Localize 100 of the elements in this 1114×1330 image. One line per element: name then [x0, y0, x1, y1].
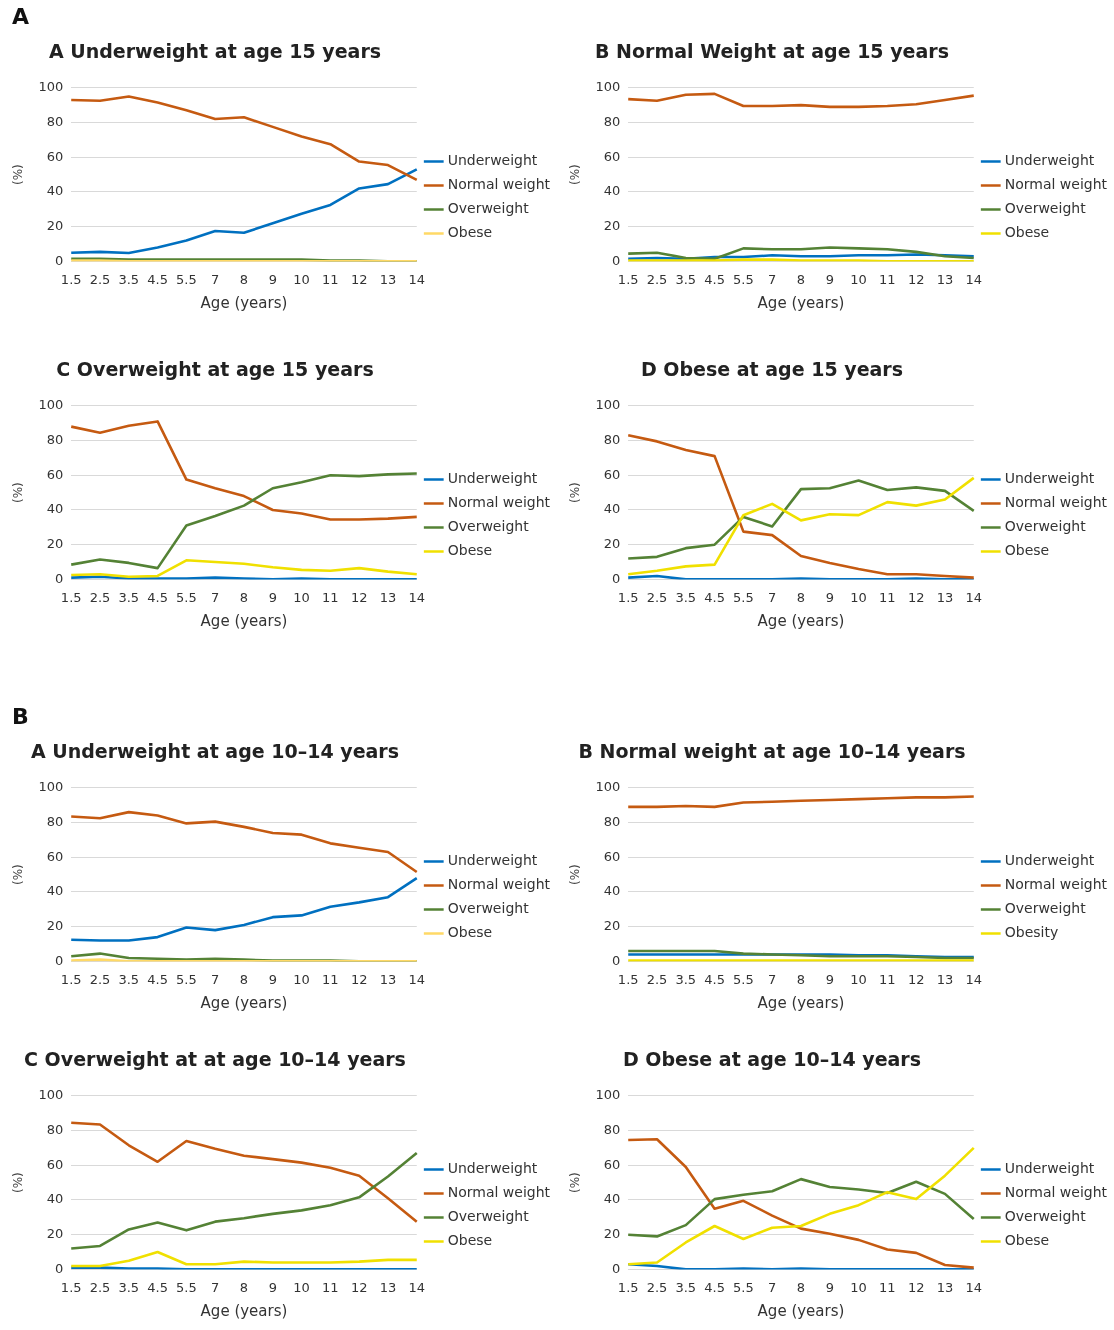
x-tick-label: 12 [350, 1279, 368, 1295]
x-tick-label: 13 [936, 1279, 954, 1295]
x-tick-label: 14 [408, 271, 426, 287]
x-tick-label: 7 [768, 271, 777, 287]
y-tick-label: 20 [603, 536, 621, 552]
x-tick-label: 5.5 [176, 971, 197, 987]
text: B [12, 704, 29, 729]
x-tick-label: 3.5 [675, 271, 697, 287]
x-tick-label: 12 [907, 971, 925, 987]
y-tick-label: 100 [595, 779, 621, 795]
legend-label: Obese [1004, 1232, 1050, 1249]
x-tick-label: 2.5 [89, 971, 111, 987]
y-axis-title: (%) [11, 482, 26, 503]
x-tick-label: 13 [936, 271, 954, 287]
x-tick-label: 2.5 [646, 1279, 668, 1295]
x-tick-label: 13 [379, 271, 397, 287]
y-tick-label: 100 [38, 779, 64, 795]
x-tick-label: 1.5 [617, 971, 639, 987]
legend-label: Obese [447, 1232, 493, 1249]
legend-label: Obese [1004, 224, 1050, 241]
y-tick-label: 20 [46, 1226, 64, 1242]
legend-label: Overweight [447, 900, 530, 917]
x-tick-label: 9 [825, 589, 834, 605]
legend-label: Normal weight [447, 176, 551, 193]
x-tick-label: 9 [268, 589, 277, 605]
x-tick-label: 1.5 [617, 1279, 639, 1295]
x-tick-label: 14 [965, 589, 983, 605]
legend-label: Overweight [1004, 518, 1087, 535]
y-tick-label: 60 [603, 848, 621, 864]
x-tick-label: 10 [293, 589, 310, 605]
chart-title: B Normal Weight at age 15 years [594, 40, 950, 62]
legend-label: Normal weight [1004, 176, 1108, 193]
x-tick-label: 13 [379, 1279, 397, 1295]
legend-label: Overweight [447, 1208, 530, 1225]
x-tick-label: 5.5 [176, 271, 197, 287]
legend-label: Normal weight [1004, 494, 1108, 511]
x-tick-label: 1.5 [60, 1279, 82, 1295]
legend-label: Underweight [1004, 152, 1095, 169]
x-tick-label: 4.5 [704, 589, 725, 605]
x-tick-label: 1.5 [60, 971, 82, 987]
x-tick-label: 11 [879, 971, 896, 987]
x-tick-label: 9 [825, 1279, 834, 1295]
x-tick-label: 11 [322, 971, 339, 987]
legend-label: Normal weight [1004, 1184, 1108, 1201]
legend-label: Underweight [447, 852, 538, 869]
x-tick-label: 11 [322, 271, 339, 287]
x-tick-label: 3.5 [118, 271, 140, 287]
x-tick-label: 4.5 [147, 971, 168, 987]
y-tick-label: 20 [603, 218, 621, 234]
y-tick-label: 0 [611, 952, 621, 968]
y-tick-label: 80 [603, 1121, 621, 1137]
x-tick-label: 4.5 [147, 1279, 168, 1295]
y-axis-title: (%) [568, 164, 583, 185]
x-tick-label: 8 [796, 271, 806, 287]
x-tick-label: 4.5 [147, 589, 168, 605]
y-tick-label: 80 [603, 813, 621, 829]
legend-label: Obese [1004, 542, 1050, 559]
legend-label: Obesity [1004, 924, 1059, 941]
x-tick-label: 9 [268, 271, 277, 287]
y-tick-label: 0 [54, 1260, 64, 1276]
y-tick-label: 60 [46, 466, 64, 482]
x-tick-label: 9 [268, 971, 277, 987]
x-tick-label: 10 [850, 1279, 867, 1295]
x-tick-label: 10 [293, 271, 310, 287]
chart-title: C Overweight at at age 10–14 years [23, 1048, 407, 1070]
y-tick-label: 100 [595, 1087, 621, 1103]
y-tick-label: 80 [46, 113, 64, 129]
x-axis-title: Age (years) [200, 1301, 288, 1320]
y-axis-title: (%) [11, 1172, 26, 1193]
x-tick-label: 9 [268, 1279, 277, 1295]
legend-label: Overweight [1004, 200, 1087, 217]
x-tick-label: 4.5 [704, 971, 725, 987]
y-tick-label: 40 [46, 1191, 64, 1207]
x-tick-label: 5.5 [176, 589, 197, 605]
x-axis-title: Age (years) [757, 611, 845, 630]
legend-label: Overweight [1004, 1208, 1087, 1225]
x-tick-label: 11 [322, 1279, 339, 1295]
x-tick-label: 8 [239, 971, 249, 987]
x-tick-label: 10 [850, 971, 867, 987]
y-tick-label: 40 [46, 883, 64, 899]
y-tick-label: 80 [603, 431, 621, 447]
x-tick-label: 7 [211, 271, 220, 287]
y-tick-label: 60 [46, 148, 64, 164]
x-axis-title: Age (years) [200, 293, 288, 312]
x-tick-label: 14 [965, 271, 983, 287]
x-axis-title: Age (years) [757, 993, 845, 1012]
x-tick-label: 9 [825, 971, 834, 987]
y-tick-label: 40 [46, 501, 64, 517]
y-axis-title: (%) [11, 164, 26, 185]
x-tick-label: 5.5 [733, 1279, 754, 1295]
x-tick-label: 7 [211, 589, 220, 605]
y-tick-label: 100 [38, 1087, 64, 1103]
legend-label: Overweight [447, 200, 530, 217]
y-tick-label: 0 [54, 252, 64, 268]
x-tick-label: 2.5 [646, 589, 668, 605]
x-tick-label: 3.5 [118, 971, 140, 987]
x-tick-label: 12 [350, 971, 368, 987]
legend-label: Obese [447, 542, 493, 559]
chart-title: A Underweight at age 10–14 years [29, 740, 401, 762]
x-tick-label: 7 [211, 1279, 220, 1295]
